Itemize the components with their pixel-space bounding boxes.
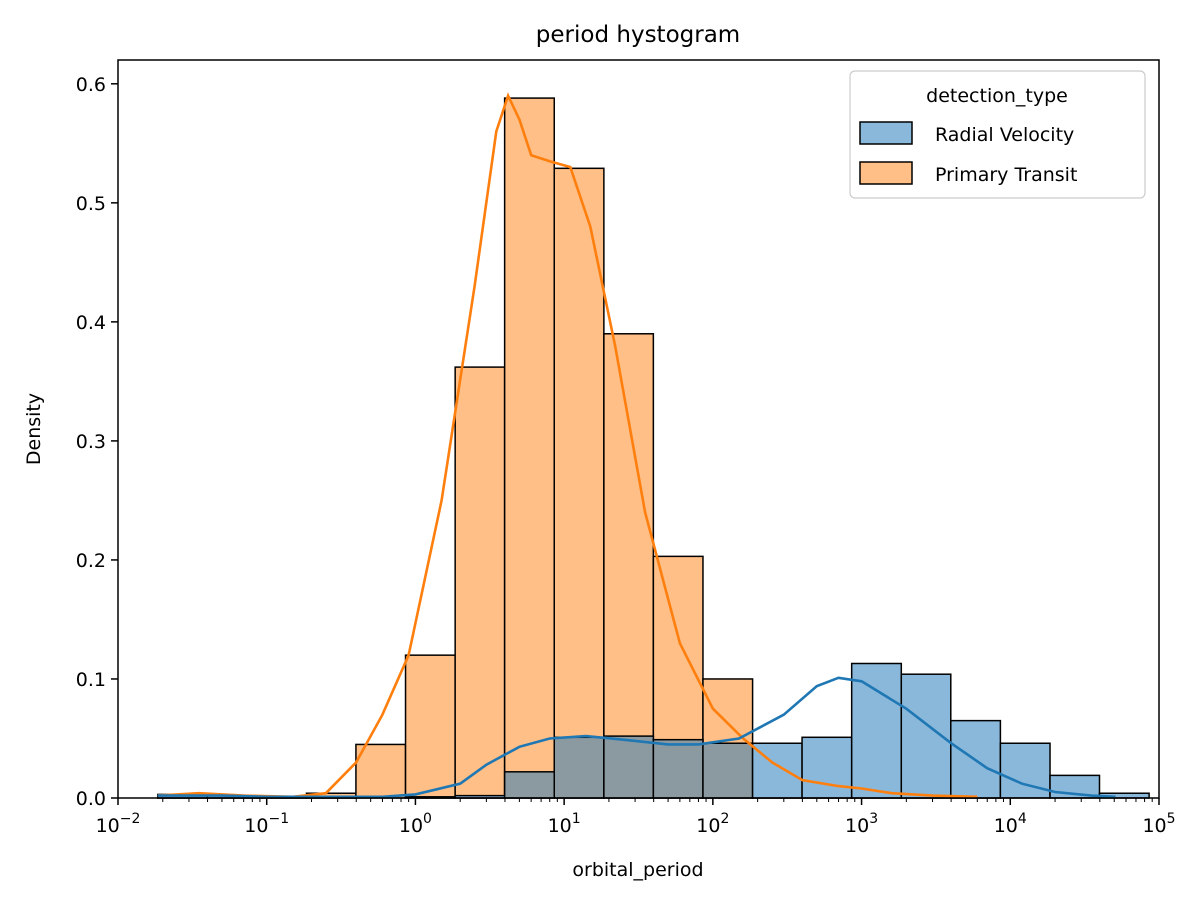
x-axis-label: orbital_period	[572, 859, 703, 881]
y-tick-label: 0.2	[76, 550, 106, 572]
y-tick-label: 0.3	[76, 431, 106, 453]
x-axis: 10−2 10−1 100 101 102 103 104 105	[96, 798, 1176, 837]
y-tick-label: 0.4	[76, 312, 106, 334]
legend: detection_type Radial Velocity Primary Tra…	[849, 70, 1146, 199]
legend-title: detection_type	[926, 85, 1068, 107]
bar-primary-transit	[454, 366, 506, 799]
y-tick-label: 0.5	[76, 193, 106, 215]
x-tick-label: 105	[1142, 811, 1175, 837]
legend-swatch	[859, 121, 913, 145]
x-tick-label: 10−2	[96, 811, 141, 837]
kde-line-radial-velocity	[157, 676, 1116, 799]
y-tick-label: 0.1	[76, 669, 106, 691]
y-tick-label: 0.0	[76, 788, 106, 810]
x-tick-label: 101	[548, 811, 581, 837]
plot-area	[156, 92, 1150, 799]
kde-line-primary-transit	[157, 92, 978, 799]
bar-primary-transit	[404, 654, 456, 799]
x-tick-label: 104	[994, 811, 1027, 837]
plot-frame	[117, 59, 1160, 799]
bar-radial-velocity	[702, 742, 754, 799]
bar-radial-velocity	[503, 771, 556, 799]
x-tick-label: 10−1	[244, 811, 289, 837]
chart-title: period hystogram	[536, 22, 740, 48]
legend-label: Radial Velocity	[935, 124, 1074, 146]
bar-radial-velocity	[850, 662, 903, 799]
bar-primary-transit	[503, 97, 556, 799]
bar-primary-transit	[355, 743, 407, 799]
bar-radial-velocity	[603, 735, 655, 799]
x-tick-label: 102	[696, 811, 729, 837]
x-tick-label: 103	[845, 811, 878, 837]
y-tick-label: 0.6	[76, 74, 106, 96]
bar-radial-velocity	[801, 736, 853, 799]
y-axis: 0.0 0.1 0.2 0.3 0.4 0.5 0.6	[76, 74, 118, 810]
legend-box	[849, 70, 1146, 199]
bar-primary-transit	[603, 333, 655, 799]
legend-label: Primary Transit	[935, 164, 1077, 186]
bar-radial-velocity	[652, 738, 704, 799]
bar-primary-transit	[553, 167, 605, 799]
y-axis-label: Density	[23, 393, 45, 465]
x-tick-label: 100	[399, 811, 432, 837]
bar-radial-velocity	[553, 736, 605, 799]
legend-swatch	[859, 161, 913, 185]
